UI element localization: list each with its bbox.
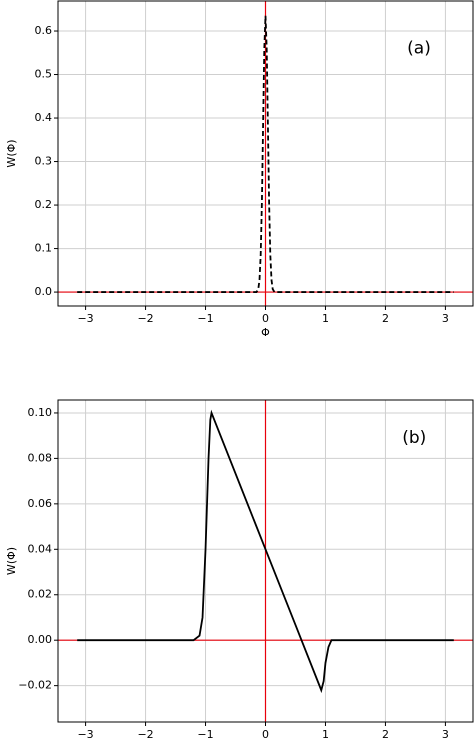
x-tick-label: −1 bbox=[197, 728, 213, 738]
annotation: (a) bbox=[407, 38, 431, 58]
x-tick-label: −1 bbox=[197, 312, 213, 325]
y-tick-label: 0.5 bbox=[35, 68, 53, 81]
y-tick-label: 0.1 bbox=[35, 242, 53, 255]
x-tick-label: 0 bbox=[262, 728, 269, 738]
x-tick-label: −2 bbox=[137, 728, 153, 738]
y-axis-label: W(Φ) bbox=[5, 547, 18, 575]
x-axis-label: Φ bbox=[261, 326, 270, 339]
line bbox=[77, 409, 454, 694]
x-tick-label: 0 bbox=[262, 312, 269, 325]
x-tick-label: 2 bbox=[382, 312, 389, 325]
y-tick-label: 0.02 bbox=[28, 588, 53, 601]
y-tick-label: 0.2 bbox=[35, 198, 53, 211]
y-tick-label: 0.4 bbox=[35, 111, 53, 124]
line bbox=[77, 15, 454, 293]
axes-frame bbox=[57, 399, 474, 723]
x-tick-label: 1 bbox=[322, 728, 329, 738]
x-tick-label: 3 bbox=[442, 312, 449, 325]
y-tick-label: 0.3 bbox=[35, 155, 53, 168]
y-tick-label: 0.00 bbox=[28, 633, 53, 646]
x-tick-label: −3 bbox=[77, 728, 93, 738]
y-tick-label: 0.10 bbox=[28, 406, 53, 419]
y-tick-label: 0.08 bbox=[28, 451, 53, 464]
y-tick-label: 0.6 bbox=[35, 24, 53, 37]
x-tick-label: −2 bbox=[137, 312, 153, 325]
x-tick-label: −3 bbox=[77, 312, 93, 325]
x-tick-label: 2 bbox=[382, 728, 389, 738]
x-tick-label: 1 bbox=[322, 312, 329, 325]
y-tick-label: 0.0 bbox=[35, 285, 53, 298]
y-axis-label: W(Φ) bbox=[5, 139, 18, 167]
y-tick-label: 0.06 bbox=[28, 497, 53, 510]
y-tick-label: −0.02 bbox=[18, 679, 52, 692]
annotation: (b) bbox=[402, 428, 426, 448]
x-tick-label: 3 bbox=[442, 728, 449, 738]
y-tick-label: 0.04 bbox=[28, 542, 53, 555]
axes-frame bbox=[57, 0, 474, 307]
